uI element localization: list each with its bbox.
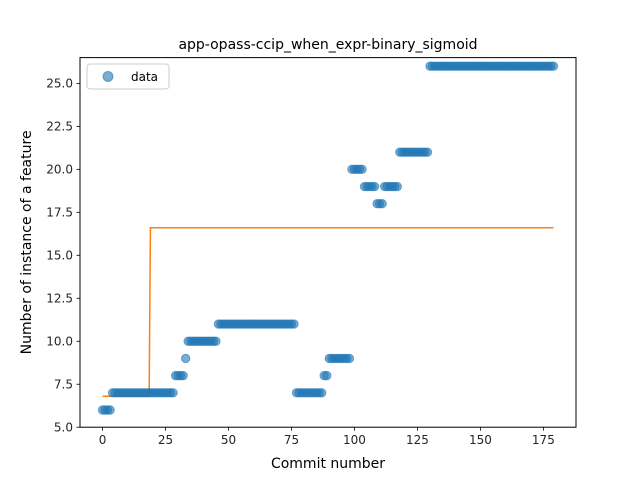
data-point: [422, 147, 433, 157]
x-tick-label: 100: [343, 433, 366, 447]
chart-title: app-opass-ccip_when_expr-binary_sigmoid: [178, 37, 477, 53]
y-tick-label: 17.5: [46, 206, 73, 220]
data-point: [377, 199, 387, 209]
data-point: [369, 181, 380, 192]
legend-label-data: data: [131, 70, 158, 84]
y-tick-label: 7.5: [54, 378, 73, 392]
data-point: [548, 61, 559, 71]
data-point: [180, 353, 191, 364]
data-point: [357, 164, 367, 175]
x-tick-label: 175: [532, 433, 555, 447]
y-tick-label: 22.5: [46, 120, 73, 134]
data-point: [211, 336, 221, 346]
data-point: [392, 181, 402, 192]
data-point: [105, 405, 115, 415]
y-tick-label: 20.0: [46, 163, 73, 177]
data-point: [168, 388, 178, 398]
data-point: [317, 388, 327, 398]
x-tick-label: 25: [158, 433, 173, 447]
x-tick-label: 150: [469, 433, 492, 447]
y-tick-label: 10.0: [46, 335, 73, 349]
data-point: [344, 353, 355, 364]
x-tick-label: 125: [406, 433, 429, 447]
x-axis-label: Commit number: [271, 456, 385, 472]
plot-frame: [79, 57, 577, 428]
legend: data: [86, 63, 170, 90]
plot-background: [80, 57, 576, 428]
y-tick-label: 5.0: [54, 421, 73, 435]
data-scatter-series: [97, 61, 559, 415]
legend-frame: [86, 63, 170, 90]
x-tick-label: 50: [221, 433, 236, 447]
data-point: [289, 319, 299, 329]
y-tick-label: 25.0: [46, 77, 73, 91]
x-tick-label: 75: [284, 433, 299, 447]
legend-marker-data: [102, 71, 114, 82]
data-point: [178, 370, 188, 381]
x-tick-label: 0: [99, 433, 107, 447]
y-axis-label: Number of instance of a feature: [19, 130, 35, 354]
x-axis: 0 25 50 75 100 125 150 175: [99, 427, 555, 447]
y-axis: 5.0 7.5 10.0 12.5 15.0 17.5 20.0 22.5 25.0: [46, 77, 80, 435]
y-tick-label: 15.0: [46, 249, 73, 263]
data-point: [322, 370, 332, 381]
y-tick-label: 12.5: [46, 292, 73, 306]
